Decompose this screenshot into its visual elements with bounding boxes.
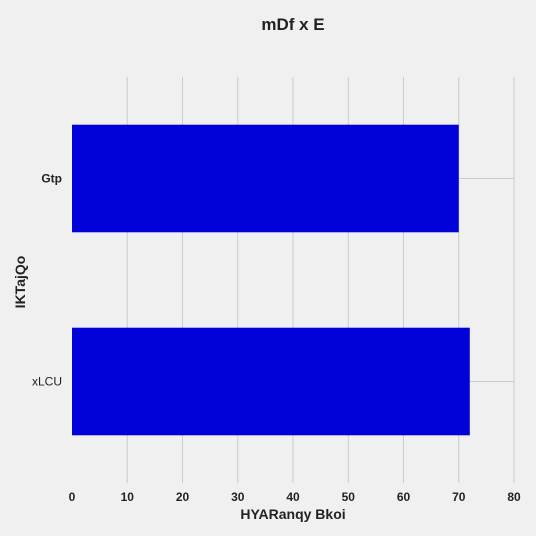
x-tick-label: 70 (452, 490, 466, 504)
y-tick-label: xLCU (32, 375, 62, 389)
y-tick-label: Gtp (41, 172, 62, 186)
bar-Gtp (72, 124, 459, 233)
bar-xLCU (72, 327, 470, 436)
y-axis-label: IKTajQo (12, 256, 28, 309)
x-tick-label: 50 (342, 490, 356, 504)
tick-layer: 0 10 20 30 40 50 60 70 80 Gtp xLCU (32, 172, 521, 505)
x-axis-label: HYARanqy Bkoi (240, 506, 345, 522)
x-tick-label: 30 (231, 490, 245, 504)
x-tick-label: 60 (397, 490, 411, 504)
x-tick-label: 80 (507, 490, 521, 504)
x-tick-label: 0 (69, 490, 76, 504)
x-tick-label: 10 (121, 490, 135, 504)
chart-title: mDf x E (261, 15, 324, 34)
bar-layer (72, 124, 470, 436)
x-tick-label: 40 (286, 490, 300, 504)
x-tick-label: 20 (176, 490, 190, 504)
